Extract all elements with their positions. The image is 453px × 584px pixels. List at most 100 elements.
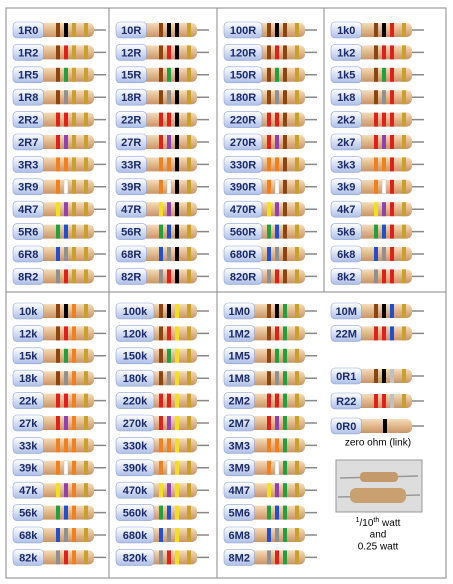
resistor-label: 330R	[230, 159, 256, 171]
band	[84, 393, 88, 408]
band	[275, 483, 279, 498]
band	[56, 550, 60, 565]
band	[175, 269, 179, 284]
label-pill	[115, 325, 155, 342]
band	[275, 326, 279, 341]
band	[295, 505, 299, 520]
label-pill	[115, 111, 147, 128]
band	[187, 460, 191, 475]
watt-note: and	[370, 530, 387, 541]
band	[64, 90, 68, 105]
label-pill	[330, 156, 362, 173]
band	[175, 112, 179, 127]
resistor-label: 390k	[123, 463, 148, 475]
resistor-label: 15k	[19, 351, 38, 363]
band	[56, 112, 60, 127]
band	[275, 23, 279, 37]
band	[167, 67, 171, 82]
band	[72, 326, 76, 341]
band	[374, 157, 378, 172]
band	[175, 157, 179, 172]
band	[64, 247, 68, 261]
band	[382, 326, 386, 341]
band	[267, 269, 271, 284]
band	[295, 438, 299, 453]
band	[267, 179, 271, 194]
band	[383, 419, 387, 433]
resistor-label: 270k	[123, 418, 148, 430]
resistor-label: 33R	[121, 159, 141, 171]
band	[295, 45, 299, 60]
band	[187, 371, 191, 386]
label-pill	[115, 414, 155, 432]
label-pill	[12, 414, 44, 432]
band	[64, 202, 68, 217]
resistor-label: 0R1	[336, 371, 356, 383]
band	[84, 135, 88, 149]
band	[167, 157, 171, 172]
resistor-label: 18R	[121, 92, 141, 104]
resistor-label: 220R	[230, 115, 256, 127]
band	[56, 135, 60, 149]
label-pill	[330, 200, 362, 218]
resistor-label: 1R2	[18, 47, 38, 59]
band	[374, 326, 378, 341]
band	[283, 393, 287, 408]
band	[267, 326, 271, 341]
band	[56, 505, 60, 520]
band	[283, 416, 287, 430]
resistor-label: 15R	[121, 70, 141, 82]
band	[56, 326, 60, 341]
band	[159, 224, 163, 239]
resistor-label: 2R2	[18, 115, 38, 127]
resistor-label: 12R	[121, 47, 141, 59]
band	[72, 157, 76, 172]
band	[72, 393, 76, 408]
resistor-label: 150k	[123, 351, 148, 363]
label-pill	[330, 223, 362, 240]
band	[275, 45, 279, 60]
band	[64, 269, 68, 284]
band	[64, 157, 68, 172]
band	[167, 371, 171, 386]
band	[295, 157, 299, 172]
label-pill	[330, 21, 362, 39]
band	[382, 135, 386, 149]
label-pill	[12, 481, 44, 499]
band	[267, 23, 271, 37]
band	[64, 483, 68, 498]
resistor-label: 680k	[123, 530, 148, 542]
band	[167, 112, 171, 127]
band	[72, 23, 76, 37]
label-pill	[115, 369, 155, 387]
resistor-label: 82R	[121, 271, 141, 283]
band	[402, 269, 406, 284]
band	[187, 67, 191, 82]
band	[382, 224, 386, 239]
resistor-label: 6M8	[229, 530, 250, 542]
label-pill	[12, 437, 44, 454]
band	[295, 269, 299, 284]
resistor-label: 3M3	[229, 440, 250, 452]
band	[187, 112, 191, 127]
resistor-label: 2M7	[229, 418, 250, 430]
band	[283, 460, 287, 475]
band	[295, 393, 299, 408]
label-pill	[12, 549, 44, 566]
band	[175, 67, 179, 82]
band	[84, 550, 88, 565]
band	[56, 304, 60, 318]
label-pill	[12, 268, 44, 285]
band	[159, 45, 163, 60]
band	[159, 438, 163, 453]
resistor-label: 12k	[19, 328, 38, 340]
resistor-label: 2k7	[337, 137, 355, 149]
label-pill	[115, 156, 147, 173]
band	[159, 157, 163, 172]
band	[159, 393, 163, 408]
band	[72, 304, 76, 318]
band	[167, 505, 171, 520]
label-pill	[12, 66, 44, 84]
band	[295, 460, 299, 475]
band	[267, 67, 271, 82]
